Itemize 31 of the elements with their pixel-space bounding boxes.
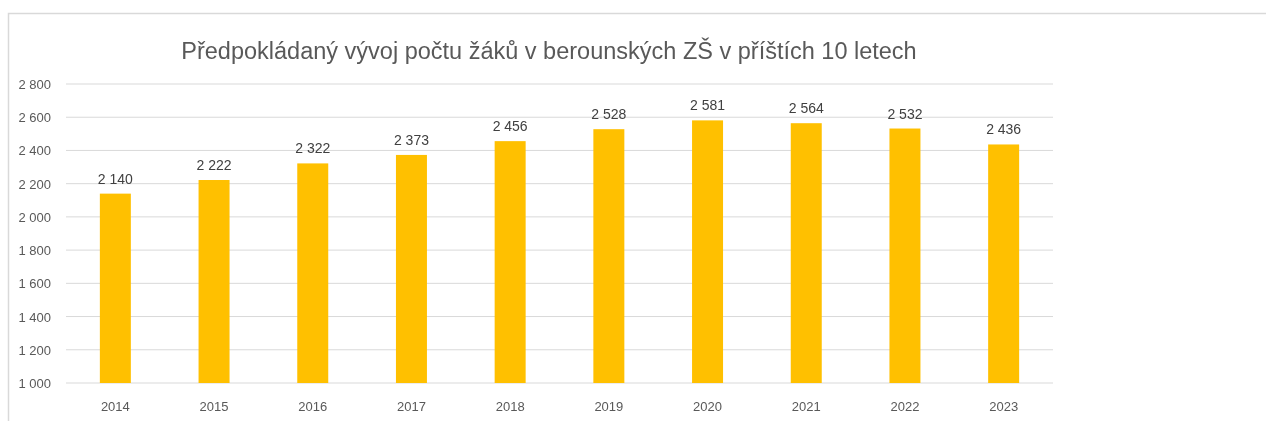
data-label: 2 373: [393, 131, 430, 148]
x-tick-label: 2021: [791, 399, 821, 414]
data-label: 2 564: [788, 100, 824, 117]
y-tick-label: 2 400: [18, 143, 51, 159]
y-tick-label: 1 600: [18, 276, 51, 292]
data-label: 2 140: [97, 170, 134, 187]
data-label: 2 436: [986, 121, 1022, 138]
x-tick-label: 2022: [890, 399, 920, 414]
y-tick-label: 1 000: [18, 376, 51, 391]
x-tick-label: 2018: [495, 399, 525, 414]
x-tick-label: 2014: [100, 399, 130, 414]
x-tick-label: 2017: [396, 399, 426, 414]
y-tick-label: 2 000: [18, 209, 51, 225]
y-tick-label: 2 600: [18, 110, 51, 126]
data-label: 2 528: [591, 106, 627, 123]
data-label: 2 532: [887, 105, 923, 122]
y-tick-label: 2 200: [18, 176, 51, 192]
x-tick-label: 2019: [594, 399, 624, 414]
x-tick-label: 2015: [199, 399, 229, 414]
data-label: 2 581: [690, 97, 726, 114]
chart-title: Předpokládaný vývoj počtu žáků v berounských ZŠ v příštích 10 letech: [181, 37, 917, 64]
y-tick-label: 1 800: [18, 243, 51, 259]
y-tick-label: 1 200: [18, 342, 51, 358]
x-tick-label: 2020: [693, 399, 723, 414]
x-tick-label: 2016: [298, 399, 328, 414]
data-label: 2 456: [492, 118, 528, 135]
data-label: 2 222: [196, 157, 232, 174]
data-label: 2 322: [295, 140, 331, 157]
y-tick-label: 1 400: [18, 309, 51, 325]
x-tick-label: 2023: [989, 399, 1019, 414]
y-tick-label: 2 800: [18, 77, 51, 92]
